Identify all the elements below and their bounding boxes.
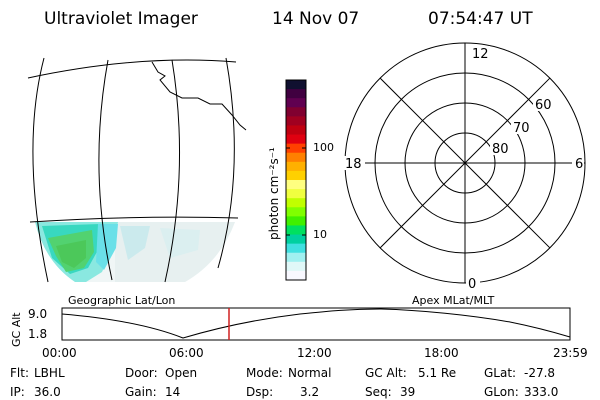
colorbar-cell (286, 243, 306, 254)
colorbar-cell (286, 170, 306, 181)
gc-alt-value: 5.1 Re (418, 366, 456, 380)
colorbar-cell (286, 216, 306, 226)
colorbar-unit-label: photon cm⁻²s⁻¹ (267, 147, 281, 240)
mode-key: Mode: (246, 366, 283, 380)
gain-key: Gain: (125, 385, 157, 399)
ip-value: 36.0 (34, 385, 61, 399)
colorbar-cell (286, 207, 306, 217)
lat-line (27, 59, 237, 79)
altitude-ytick: 1.8 (28, 327, 47, 341)
aurora-image (35, 222, 235, 282)
seq-key: Seq: (365, 385, 392, 399)
altitude-plot: GC Alt 9.0 1.8 00:00 06:00 12:00 18:00 2… (10, 307, 588, 360)
dsp-key: Dsp: (246, 385, 273, 399)
lat-label-60: 60 (535, 98, 552, 113)
colorbar-cell (286, 189, 306, 199)
colorbar-cell (286, 116, 306, 126)
colorbar-cell (286, 161, 306, 172)
lon-line (32, 57, 49, 283)
colorbar-cell (286, 134, 306, 145)
colorbar-cell (286, 180, 306, 190)
colorbar-cell (286, 80, 306, 90)
ip-key: IP: (10, 385, 25, 399)
polar-panel-label: Apex MLat/MLT (412, 294, 495, 307)
glat-key: GLat: (484, 366, 516, 380)
seq-value: 39 (400, 385, 415, 399)
flt-key: Flt: (10, 366, 29, 380)
mode-value: Normal (288, 366, 331, 380)
colorbar-cell (286, 152, 306, 163)
colorbar-cell (286, 125, 306, 136)
colorbar-cell (286, 198, 306, 208)
colorbar-cell (286, 270, 306, 281)
altitude-ytick: 9.0 (28, 307, 47, 321)
altitude-ylabel: GC Alt (10, 312, 23, 347)
lat-label-70: 70 (513, 121, 530, 136)
gc-alt-key: GC Alt: (365, 366, 407, 380)
colorbar-cell (286, 143, 306, 154)
lon-line (98, 59, 113, 281)
map-panel-label: Geographic Lat/Lon (68, 294, 175, 307)
colorbar-tick-label: 100 (313, 141, 334, 154)
colorbar-cell (286, 89, 306, 99)
gain-value: 14 (165, 385, 180, 399)
colorbar-cell (286, 252, 306, 263)
time-axis-tick: 18:00 (424, 346, 459, 360)
time-axis-tick: 00:00 (42, 346, 77, 360)
dsp-value: 3.2 (300, 385, 319, 399)
lon-line (164, 59, 181, 283)
mlt-label-noon: 12 (472, 47, 489, 62)
info-row-2: IP: 36.0 Gain: 14 Dsp: 3.2 Seq: 39 GLon:… (10, 385, 558, 399)
colorbar-cell (286, 107, 306, 117)
time-axis-tick: 12:00 (297, 346, 332, 360)
colorbar-tick-label: 10 (313, 228, 327, 241)
time-axis-tick: 23:59 (553, 346, 588, 360)
colorbar-cell (286, 234, 306, 245)
door-value: Open (165, 366, 197, 380)
colorbar-cell (286, 261, 306, 272)
mlt-label-dusk: 18 (345, 157, 362, 172)
time-axis-tick: 06:00 (169, 346, 204, 360)
lon-line (217, 57, 235, 269)
glon-key: GLon: (484, 385, 519, 399)
mlt-label-dawn: 6 (575, 157, 583, 172)
altitude-curve (61, 308, 571, 339)
polar-plot: 12 18 6 0 60 70 80 (343, 42, 586, 292)
lat-label-80: 80 (492, 142, 509, 157)
date: 14 Nov 07 (272, 9, 359, 29)
time: 07:54:47 UT (428, 9, 533, 29)
colorbar-cell (286, 225, 306, 236)
flt-value: LBHL (34, 366, 65, 380)
door-key: Door: (125, 366, 158, 380)
colorbar: 100 10 photon cm⁻²s⁻¹ (267, 79, 334, 281)
geographic-map (27, 57, 247, 283)
glat-value: -27.8 (524, 366, 555, 380)
glon-value: 333.0 (524, 385, 558, 399)
title: Ultraviolet Imager (44, 9, 198, 29)
colorbar-cell (286, 98, 306, 108)
lat-line (29, 216, 239, 223)
info-row-1: Flt: LBHL Door: Open Mode: Normal GC Alt… (10, 366, 555, 380)
mlt-label-midnight: 0 (468, 277, 476, 292)
